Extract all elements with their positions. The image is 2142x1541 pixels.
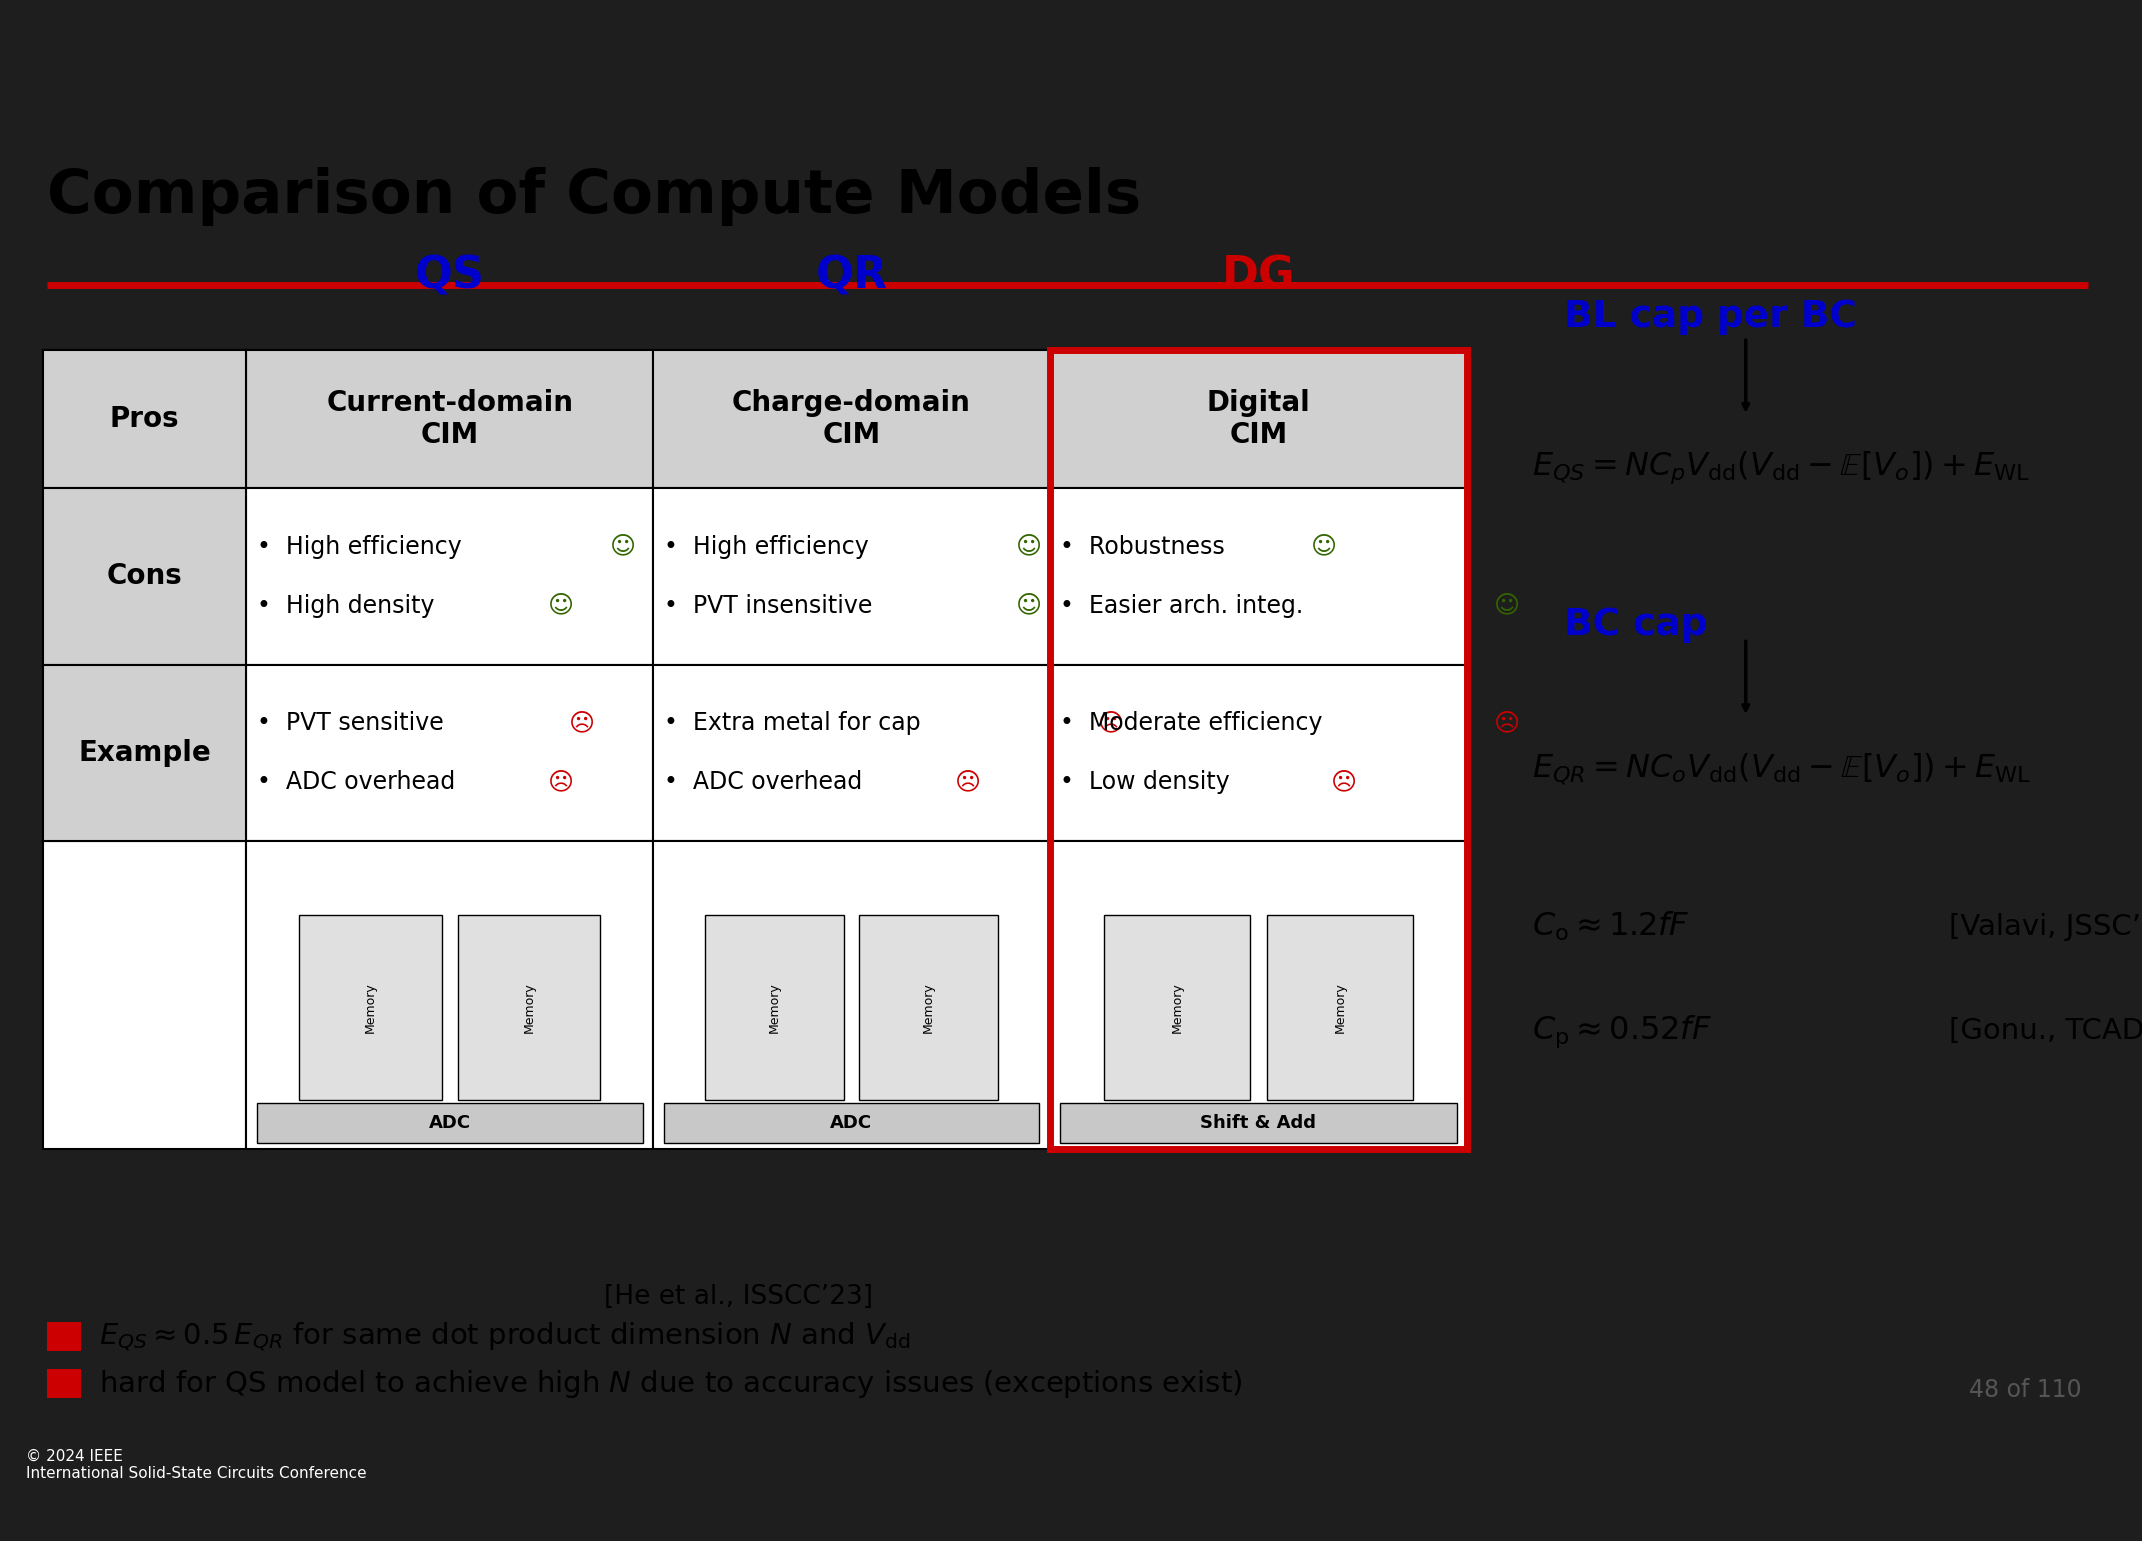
Bar <box>43 350 246 487</box>
Bar <box>653 664 1050 841</box>
Text: ☺: ☺ <box>1015 535 1043 559</box>
Text: ☹: ☹ <box>1495 712 1521 735</box>
Text: [Gonu., TCAD’22]: [Gonu., TCAD’22] <box>1949 1017 2142 1045</box>
Bar <box>246 664 653 841</box>
Text: $E_{QS} = NC_pV_{\rm dd}(V_{\rm dd} - \mathbb{E}[V_o]) + E_{\rm WL}$: $E_{QS} = NC_pV_{\rm dd}(V_{\rm dd} - \m… <box>1532 450 2031 487</box>
Bar <box>43 488 246 664</box>
Text: ☺: ☺ <box>548 593 574 618</box>
Text: BL cap per BC: BL cap per BC <box>1564 299 1857 336</box>
Text: DG: DG <box>1221 254 1296 297</box>
Text: •  Moderate efficiency: • Moderate efficiency <box>1060 712 1324 735</box>
Text: $C_{\rm p} \approx 0.52fF$: $C_{\rm p} \approx 0.52fF$ <box>1532 1012 1711 1049</box>
Bar <box>43 841 246 1150</box>
Bar <box>653 841 1050 1150</box>
Text: Pros: Pros <box>109 405 180 433</box>
Text: •  High density: • High density <box>257 593 435 618</box>
Text: Digital
CIM: Digital CIM <box>1206 388 1311 448</box>
Bar <box>705 915 844 1100</box>
Text: Current-domain
CIM: Current-domain CIM <box>326 388 574 448</box>
Text: Example: Example <box>79 740 210 767</box>
Text: hard for QS model to achieve high $N$ due to accuracy issues (exceptions exist): hard for QS model to achieve high $N$ du… <box>99 1368 1242 1399</box>
Text: ☹: ☹ <box>548 770 574 795</box>
Bar <box>1050 841 1467 1150</box>
Text: Memory: Memory <box>767 982 780 1032</box>
Bar <box>1050 664 1467 841</box>
Bar <box>300 915 441 1100</box>
Bar <box>43 664 246 841</box>
Text: QS: QS <box>416 254 484 297</box>
Text: ☺: ☺ <box>1015 593 1043 618</box>
Text: Cons: Cons <box>107 562 182 590</box>
Bar <box>246 488 653 664</box>
Text: 48 of 110: 48 of 110 <box>1968 1378 2082 1402</box>
Bar <box>653 350 1050 487</box>
Text: Memory: Memory <box>1332 982 1347 1032</box>
Bar <box>246 350 653 487</box>
Text: Memory: Memory <box>364 982 377 1032</box>
Bar <box>43 664 246 841</box>
Bar <box>1050 488 1467 664</box>
Text: $C_{\rm o} \approx 1.2fF$: $C_{\rm o} \approx 1.2fF$ <box>1532 909 1688 943</box>
Text: •  Low density: • Low density <box>1060 770 1230 795</box>
Text: Memory: Memory <box>1170 982 1185 1032</box>
Text: © 2024 IEEE
International Solid-State Circuits Conference: © 2024 IEEE International Solid-State Ci… <box>26 1449 366 1481</box>
Text: $E_{QS} \approx 0.5\,E_{QR}$ for same dot product dimension $N$ and $V_{\rm dd}$: $E_{QS} \approx 0.5\,E_{QR}$ for same do… <box>99 1321 910 1353</box>
Bar <box>257 1103 643 1143</box>
Text: BC cap: BC cap <box>1564 607 1707 643</box>
Text: •  Extra metal for cap: • Extra metal for cap <box>664 712 921 735</box>
Text: Shift & Add: Shift & Add <box>1200 1114 1317 1131</box>
Text: •  High efficiency: • High efficiency <box>664 535 870 559</box>
Text: •  PVT sensitive: • PVT sensitive <box>257 712 443 735</box>
Text: •  Robustness: • Robustness <box>1060 535 1225 559</box>
Text: QR: QR <box>816 254 887 297</box>
Bar <box>1103 915 1251 1100</box>
Bar <box>246 841 653 1150</box>
Text: Charge-domain
CIM: Charge-domain CIM <box>733 388 970 448</box>
Bar <box>43 488 246 664</box>
Text: ☺: ☺ <box>610 535 636 559</box>
Bar <box>653 488 1050 664</box>
Bar <box>1050 350 1467 487</box>
Bar <box>859 915 998 1100</box>
Bar <box>1050 350 1467 1150</box>
Text: •  High efficiency: • High efficiency <box>257 535 463 559</box>
Text: ☹: ☹ <box>570 712 595 735</box>
Text: ☹: ☹ <box>1097 712 1125 735</box>
Text: Memory: Memory <box>923 982 936 1032</box>
Bar <box>43 350 246 487</box>
Bar <box>47 1370 81 1398</box>
Text: ☺: ☺ <box>1495 593 1521 618</box>
Text: ADC: ADC <box>831 1114 872 1131</box>
Bar <box>664 1103 1039 1143</box>
Bar <box>1266 915 1414 1100</box>
Text: [Valavi, JSSC’19]: [Valavi, JSSC’19] <box>1949 912 2142 940</box>
Text: •  PVT insensitive: • PVT insensitive <box>664 593 872 618</box>
Text: [He et al., ISSCC’23]: [He et al., ISSCC’23] <box>604 1284 874 1310</box>
Bar <box>458 915 600 1100</box>
Text: Memory: Memory <box>523 982 536 1032</box>
Bar <box>1060 1103 1457 1143</box>
Text: Comparison of Compute Models: Comparison of Compute Models <box>47 166 1142 227</box>
Text: •  ADC overhead: • ADC overhead <box>257 770 456 795</box>
Text: •  ADC overhead: • ADC overhead <box>664 770 863 795</box>
Text: ☺: ☺ <box>1311 535 1337 559</box>
Text: ☹: ☹ <box>955 770 981 795</box>
Text: ☹: ☹ <box>1330 770 1358 795</box>
Text: ADC: ADC <box>428 1114 471 1131</box>
Text: •  Easier arch. integ.: • Easier arch. integ. <box>1060 593 1304 618</box>
Bar <box>47 1322 81 1351</box>
Text: $E_{QR} = NC_oV_{\rm dd}(V_{\rm dd} - \mathbb{E}[V_o]) + E_{\rm WL}$: $E_{QR} = NC_oV_{\rm dd}(V_{\rm dd} - \m… <box>1532 752 2031 787</box>
